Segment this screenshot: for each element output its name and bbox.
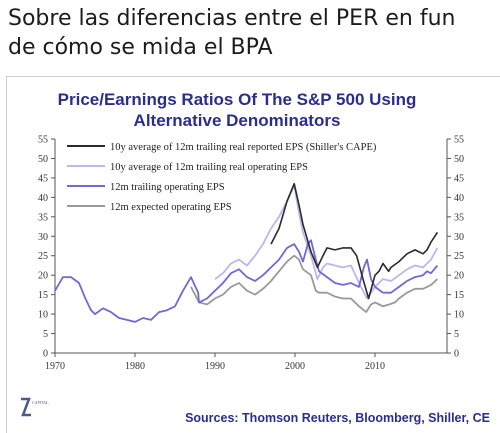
logo-mark bbox=[21, 397, 31, 417]
y-tick-label-right: 15 bbox=[454, 290, 464, 301]
x-tick-label: 1970 bbox=[45, 361, 65, 372]
series-line-3 bbox=[54, 239, 439, 323]
y-tick-label-right: 25 bbox=[454, 251, 464, 262]
heading-line-1: Sobre las diferencias entre el PER en fu… bbox=[8, 6, 456, 31]
y-tick-label-left: 20 bbox=[38, 271, 48, 282]
y-tick-label-left: 10 bbox=[38, 310, 48, 321]
y-tick-label-left: 35 bbox=[38, 212, 48, 223]
chart-legend: 10y average of 12m trailing real reporte… bbox=[67, 142, 377, 213]
heading-line-2: de cómo se mida el BPA bbox=[8, 35, 273, 60]
series-line-1 bbox=[270, 182, 439, 300]
y-tick-label-right: 35 bbox=[454, 212, 464, 223]
legend-label-3: 12m trailing operating EPS bbox=[110, 182, 225, 193]
x-tick-label: 1980 bbox=[125, 361, 145, 372]
logo-text: CAPITAL bbox=[32, 400, 49, 405]
y-tick-label-left: 40 bbox=[38, 193, 48, 204]
y-tick-label-left: 30 bbox=[38, 232, 48, 243]
y-tick-label-right: 30 bbox=[454, 232, 464, 243]
y-tick-label-left: 15 bbox=[38, 290, 48, 301]
capital-logo: CAPITAL bbox=[21, 397, 49, 417]
y-tick-label-left: 25 bbox=[38, 251, 48, 262]
y-tick-label-right: 20 bbox=[454, 271, 464, 282]
legend-label-4: 12m expected operating EPS bbox=[110, 202, 232, 213]
chart-subtitle: Alternative Denominators bbox=[134, 111, 341, 130]
y-tick-label-left: 45 bbox=[38, 173, 48, 184]
y-tick-label-left: 5 bbox=[43, 329, 48, 340]
pe-ratio-chart: Price/Earnings Ratios Of The S&P 500 Usi… bbox=[38, 90, 464, 373]
y-tick-label-right: 0 bbox=[454, 349, 459, 360]
source-attribution: Sources: Thomson Reuters, Bloomberg, Shi… bbox=[185, 411, 490, 425]
series-line-2 bbox=[214, 184, 439, 300]
y-tick-label-right: 50 bbox=[454, 154, 464, 165]
y-tick-label-right: 40 bbox=[454, 193, 464, 204]
x-tick-label: 2010 bbox=[365, 361, 385, 372]
y-tick-label-right: 45 bbox=[454, 173, 464, 184]
y-tick-label-left: 55 bbox=[38, 135, 48, 146]
y-tick-label-right: 55 bbox=[454, 135, 464, 146]
y-tick-label-left: 50 bbox=[38, 154, 48, 165]
y-tick-label-left: 0 bbox=[43, 349, 48, 360]
chart-image: Price/Earnings Ratios Of The S&P 500 Usi… bbox=[6, 76, 500, 433]
y-tick-label-right: 10 bbox=[454, 310, 464, 321]
y-tick-label-right: 5 bbox=[454, 329, 459, 340]
post-heading: Sobre las diferencias entre el PER en fu… bbox=[8, 4, 500, 62]
legend-label-1: 10y average of 12m trailing real reporte… bbox=[110, 142, 377, 153]
series-line-4 bbox=[190, 254, 439, 313]
x-tick-label: 1990 bbox=[205, 361, 225, 372]
chart-title: Price/Earnings Ratios Of The S&P 500 Usi… bbox=[58, 90, 417, 109]
series-layer bbox=[54, 182, 439, 323]
x-tick-label: 2000 bbox=[285, 361, 305, 372]
legend-label-2: 10y average of 12m trailing real operati… bbox=[110, 162, 308, 173]
